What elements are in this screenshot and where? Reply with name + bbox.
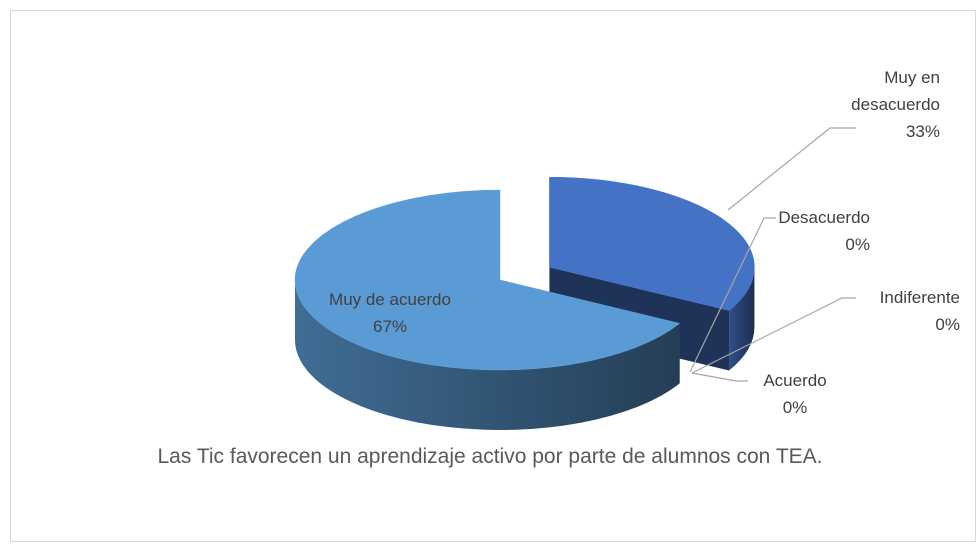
slice-side [295,280,680,430]
data-label: Acuerdo 0% [740,367,850,421]
label-value: 33% [905,122,940,141]
label-value: 67% [372,317,408,336]
label-name: Muy de acuerdo [329,290,451,309]
data-label: Muy en desacuerdo 33% [820,64,940,145]
data-label: Indiferente 0% [840,284,960,338]
leader-line [691,297,856,374]
data-label: Desacuerdo 0% [760,204,870,258]
label-value: 0% [782,398,808,417]
leader-lines [689,127,856,382]
label-name: Indiferente [879,288,960,307]
slice-top [294,189,681,371]
label-name: Acuerdo [763,371,827,390]
leader-line [691,372,748,382]
pie-slice [294,189,681,430]
chart-frame [10,10,976,542]
label-value: 0% [845,235,870,254]
leader-line [689,217,776,373]
label-name: Desacuerdo [778,208,870,227]
slice-top [549,176,755,311]
label-value: 0% [935,315,960,334]
label-name: Muy en desacuerdo [851,68,940,114]
leader-line [727,127,856,211]
chart-title: Las Tic favorecen un aprendizaje activo … [157,445,823,468]
data-label: Muy de acuerdo 67% [280,286,500,340]
